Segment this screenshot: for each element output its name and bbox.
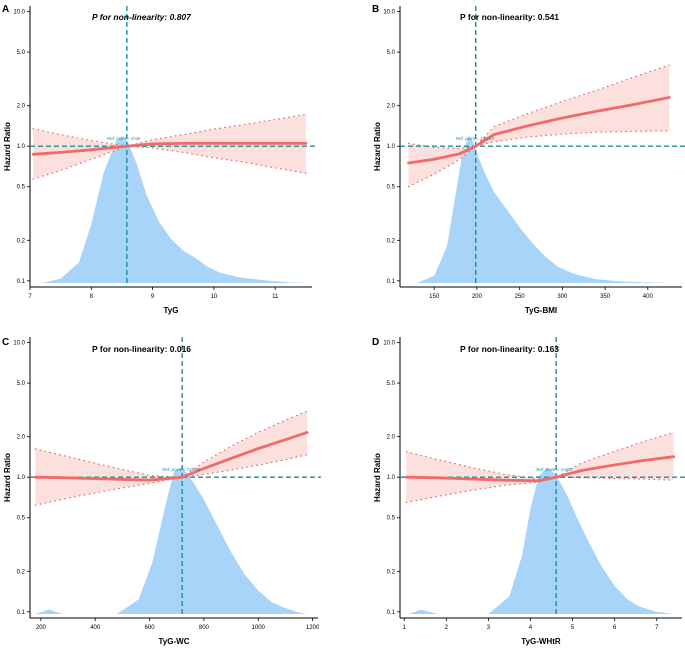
p-value-title-c: P for non-linearity: 0.016 <box>92 344 191 354</box>
hr-curve-d <box>404 455 675 483</box>
x-tick-label-c: 400 <box>90 625 101 631</box>
density-area-c <box>35 467 308 614</box>
y-tick-label-b: 5.0 <box>387 50 396 56</box>
y-tick-label-a: 1.0 <box>17 144 26 150</box>
ci-upper-line-c <box>34 410 308 478</box>
y-axis-label-c: Hazard Ratio <box>3 453 12 502</box>
ref-point-label-b: Ref. point = 198.63 <box>456 136 495 141</box>
y-tick-label-d: 1.0 <box>387 475 396 481</box>
panel-letter-d: D <box>372 337 379 348</box>
y-tick-label-b: 1.0 <box>387 144 396 150</box>
x-tick-label-b: 350 <box>600 294 611 300</box>
x-axis-label-c: TyG-WC <box>159 637 190 646</box>
x-tick-label-d: 1 <box>403 625 407 631</box>
y-tick-label-d: 0.1 <box>387 610 396 616</box>
y-tick-label-b: 2.0 <box>387 104 396 110</box>
y-tick-label-b: 0.2 <box>387 238 396 244</box>
x-tick-label-b: 300 <box>557 294 568 300</box>
panel-a: Ref. point = 8.58 0.1 0.2 0.5 1.0 2.0 5.0 10.0 7… <box>2 4 315 315</box>
x-tick-label-c: 1200 <box>306 625 320 631</box>
x-tick-label-d: 2 <box>445 625 449 631</box>
ci-upper-line-a <box>32 113 307 147</box>
y-tick-label-b: 0.5 <box>387 185 396 191</box>
hr-curve-c <box>34 430 309 482</box>
y-tick-label-a: 0.2 <box>17 238 26 244</box>
x-tick-label-d: 4 <box>529 625 533 631</box>
y-axis-label-a: Hazard Ratio <box>3 122 12 171</box>
x-tick-label-b: 250 <box>515 294 526 300</box>
ci-band-b <box>408 65 670 187</box>
y-axis-label-b: Hazard Ratio <box>373 122 382 171</box>
ref-point-label-d: Ref. point = 4.609 <box>536 467 572 472</box>
x-axis-label-a: TyG <box>164 306 179 315</box>
p-value-title-d: P for non-linearity: 0.163 <box>460 344 559 354</box>
y-tick-label-a: 2.0 <box>17 104 26 110</box>
ci-upper-line-d <box>405 431 675 480</box>
ci-lower-line-a <box>32 145 307 180</box>
panel-b: Ref. point = 198.63 0.1 0.2 0.5 1.0 2.0 5.0 10.… <box>372 4 685 315</box>
ref-point-label-c: Ref. point = 729.88 <box>162 467 201 472</box>
y-tick-label-c: 5.0 <box>17 381 26 387</box>
panel-letter-c: C <box>2 337 9 348</box>
y-tick-label-c: 2.0 <box>17 435 26 441</box>
panel-c: Ref. point = 729.88 0.1 0.2 0.5 1.0 2.0 5.0 10.… <box>2 337 321 646</box>
x-tick-label-a: 10 <box>211 294 218 300</box>
y-tick-label-b: 0.1 <box>387 279 396 285</box>
panel-letter-b: B <box>372 4 379 15</box>
y-tick-label-a: 0.5 <box>17 185 26 191</box>
y-tick-label-d: 2.0 <box>387 435 396 441</box>
y-tick-label-a: 0.1 <box>17 279 26 285</box>
panel-d: Ref. point = 4.609 0.1 0.2 0.5 1.0 2.0 5.0 10.0… <box>372 337 685 646</box>
x-axis-label-b: TyG-BMI <box>525 306 557 315</box>
y-axis-label-d: Hazard Ratio <box>373 453 382 502</box>
y-tick-label-c: 0.1 <box>17 610 26 616</box>
ci-lower-line-c <box>34 454 308 506</box>
x-tick-label-a: 8 <box>90 294 94 300</box>
density-area-a <box>42 136 306 283</box>
y-tick-label-c: 10.0 <box>13 341 25 347</box>
x-axis-label-d: TyG-WHtR <box>521 637 561 646</box>
ci-band-d <box>406 432 674 503</box>
y-tick-label-c: 1.0 <box>17 475 26 481</box>
hr-curve-b <box>407 96 671 165</box>
y-tick-label-d: 0.2 <box>387 569 396 575</box>
ci-lower-line-b <box>407 130 670 188</box>
x-tick-label-a: 9 <box>151 294 155 300</box>
x-tick-label-a: 7 <box>28 294 32 300</box>
y-tick-label-c: 0.5 <box>17 516 26 522</box>
density-area-d <box>408 467 674 614</box>
panel-letter-a: A <box>2 4 9 15</box>
y-tick-label-d: 10.0 <box>383 341 395 347</box>
y-tick-label-a: 10.0 <box>13 10 25 16</box>
density-area-b <box>417 136 670 283</box>
x-tick-label-b: 200 <box>472 294 483 300</box>
ci-band-c <box>35 411 308 506</box>
y-tick-label-d: 0.5 <box>387 516 396 522</box>
x-tick-label-d: 3 <box>487 625 491 631</box>
x-tick-label-a: 11 <box>272 294 279 300</box>
x-tick-label-d: 5 <box>571 625 575 631</box>
y-tick-label-b: 10.0 <box>383 10 395 16</box>
y-tick-label-a: 5.0 <box>17 50 26 56</box>
x-tick-label-d: 7 <box>655 625 659 631</box>
x-tick-label-b: 150 <box>429 294 440 300</box>
x-tick-label-c: 1000 <box>252 625 266 631</box>
x-tick-label-c: 600 <box>145 625 156 631</box>
x-tick-label-c: 800 <box>199 625 210 631</box>
y-tick-label-d: 5.0 <box>387 381 396 387</box>
y-tick-label-c: 0.2 <box>17 569 26 575</box>
ref-point-label-a: Ref. point = 8.58 <box>107 136 141 141</box>
hr-curve-a <box>31 141 308 156</box>
x-tick-label-d: 6 <box>613 625 617 631</box>
p-value-title-b: P for non-linearity: 0.541 <box>460 12 559 22</box>
x-tick-label-c: 200 <box>36 625 47 631</box>
p-value-title-a: P for non-linearity: 0.807 <box>92 12 192 22</box>
x-tick-label-b: 400 <box>643 294 654 300</box>
